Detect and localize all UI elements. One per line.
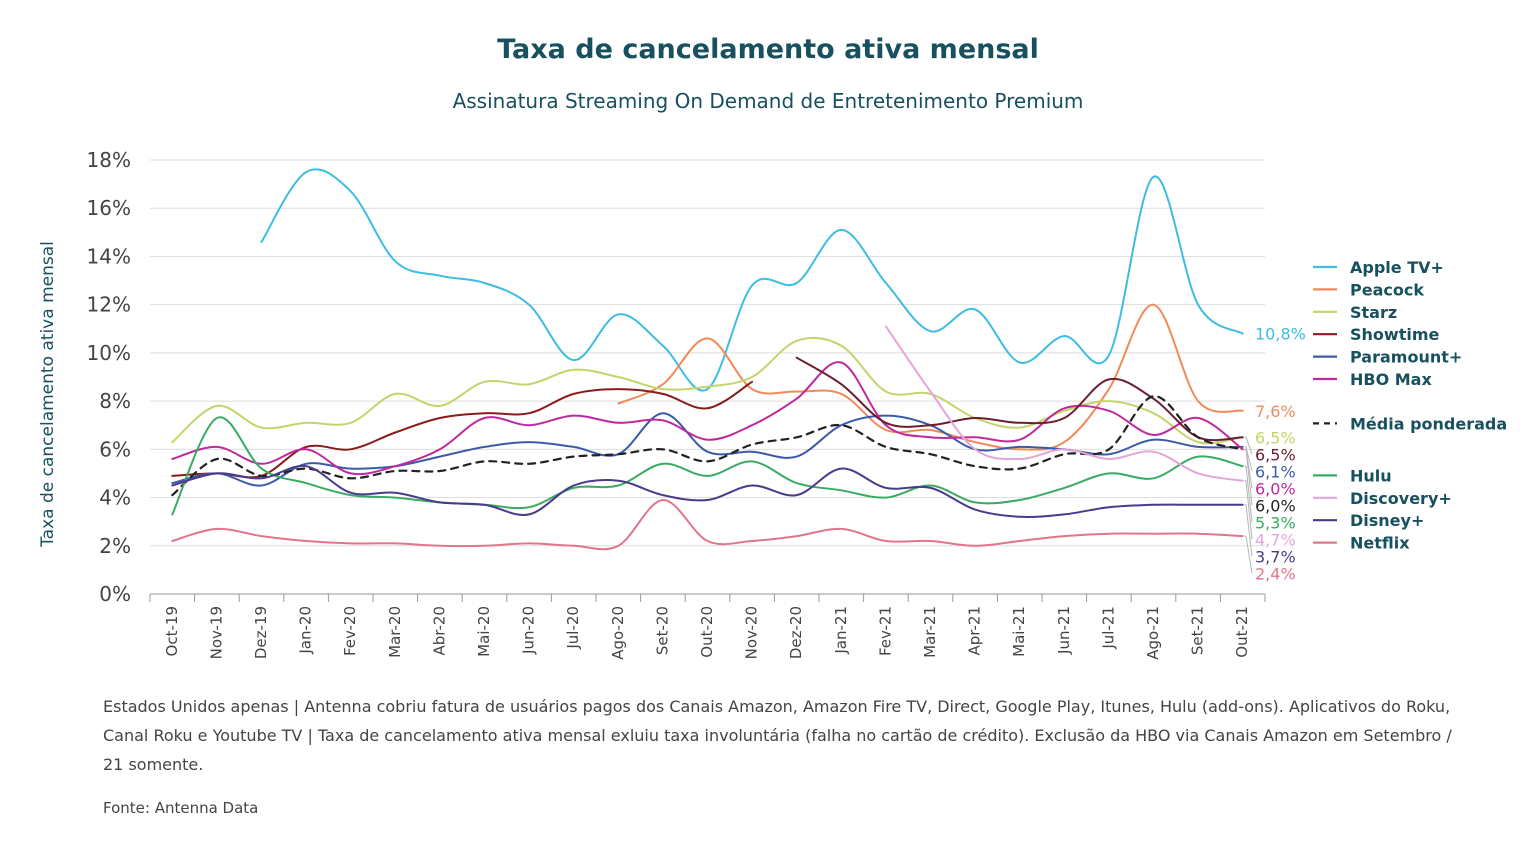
- end-value-label: 3,7%: [1255, 547, 1296, 566]
- end-value-label: 6,5%: [1255, 445, 1296, 464]
- legend-label: Média ponderada: [1350, 414, 1507, 433]
- legend-label: Netflix: [1350, 534, 1410, 553]
- series-line: [795, 356, 1244, 442]
- end-value-label: 6,1%: [1255, 462, 1296, 481]
- x-tick-label: Ago-21: [1144, 606, 1162, 660]
- series-line: [617, 303, 1244, 451]
- y-tick-label: 6%: [99, 437, 131, 461]
- legend-label: Showtime: [1350, 325, 1439, 344]
- end-value-label: 5,3%: [1255, 513, 1296, 532]
- series-line: [171, 395, 1244, 497]
- legend-label: Paramount+: [1350, 348, 1462, 367]
- y-tick-label: 2%: [99, 534, 131, 558]
- end-value-label: 7,6%: [1255, 402, 1296, 421]
- legend-label: Starz: [1350, 303, 1397, 322]
- label-connector: [1244, 535, 1253, 574]
- legend-label: Hulu: [1350, 466, 1392, 485]
- label-connector: [1244, 446, 1253, 472]
- y-tick-label: 16%: [87, 196, 131, 220]
- end-labels: 10,8%7,6%6,5%6,5%6,1%6,0%6,0%5,3%4,7%3,7…: [1244, 325, 1306, 583]
- chart-title: Taxa de cancelamento ativa mensal: [497, 34, 1039, 65]
- end-value-label: 2,4%: [1255, 564, 1296, 583]
- legend: Apple TV+ Peacock Starz Showtime Paramount+ H…: [1313, 258, 1507, 553]
- series-line: [171, 336, 1244, 445]
- end-value-label: 6,0%: [1255, 496, 1296, 515]
- source-note: Fonte: Antenna Data: [103, 799, 259, 817]
- x-tick-label: Abr-20: [430, 606, 448, 656]
- y-tick-label: 8%: [99, 389, 131, 413]
- label-connector: [1244, 480, 1253, 540]
- x-tick-label: Jun-20: [520, 606, 538, 655]
- x-tick-label: Fev-21: [876, 606, 894, 656]
- y-tick-label: 18%: [87, 148, 131, 172]
- x-tick-label: Fev-20: [341, 606, 359, 656]
- x-tick-label: Jul-21: [1099, 606, 1117, 650]
- label-connector: [1244, 504, 1253, 557]
- footnote: Estados Unidos apenas | Antenna cobriu f…: [103, 697, 1452, 774]
- label-connector: [1244, 465, 1253, 523]
- y-tick-labels: 0% 2% 4% 6% 8% 10% 12% 14% 16% 18%: [87, 148, 131, 606]
- x-tick-label: Dez-19: [252, 606, 270, 659]
- series-line: [171, 361, 1244, 476]
- legend-label: Peacock: [1350, 280, 1424, 299]
- y-tick-label: 4%: [99, 486, 131, 510]
- series-line: [171, 380, 754, 479]
- x-tick-label: Nov-19: [207, 606, 225, 659]
- x-tick-label: Out-21: [1233, 606, 1251, 658]
- x-tick-label: Jun-21: [1055, 606, 1073, 655]
- end-value-label: 6,0%: [1255, 479, 1296, 498]
- legend-label: HBO Max: [1350, 370, 1432, 389]
- x-tick-label: Apr-21: [966, 606, 984, 656]
- label-connector: [1244, 448, 1253, 506]
- x-tick-label: Dez-20: [787, 606, 805, 659]
- series-line: [171, 498, 1244, 551]
- y-tick-label: 14%: [87, 244, 131, 268]
- x-tick-label: Set-21: [1189, 606, 1207, 655]
- x-tick-label: Mai-21: [1010, 606, 1028, 657]
- series-line: [171, 464, 1244, 518]
- end-value-label: 6,5%: [1255, 428, 1296, 447]
- grid-lines: [149, 159, 1266, 602]
- x-tick-label: Jan-21: [832, 606, 850, 655]
- legend-label: Discovery+: [1350, 489, 1452, 508]
- x-tick-label: Oct-19: [163, 606, 181, 656]
- legend-label: Apple TV+: [1350, 258, 1444, 277]
- x-tick-label: Out-20: [698, 606, 716, 658]
- x-tick-label: Mar-21: [921, 606, 939, 658]
- y-tick-label: 10%: [87, 341, 131, 365]
- x-tick-label: Jan-20: [297, 606, 315, 655]
- y-tick-label: 0%: [99, 582, 131, 606]
- end-value-label: 10,8%: [1255, 325, 1306, 344]
- x-tick-label: Nov-20: [743, 606, 761, 659]
- x-tick-labels: Oct-19 Nov-19 Dez-19 Jan-20 Fev-20 Mar-20 Abr-…: [163, 606, 1251, 660]
- series-line: [884, 325, 1244, 482]
- legend-label: Disney+: [1350, 511, 1424, 530]
- y-tick-label: 12%: [87, 293, 131, 317]
- x-tick-label: Set-20: [653, 606, 671, 655]
- x-tick-label: Jul-20: [564, 606, 582, 650]
- series-line: [260, 168, 1244, 392]
- x-tick-label: Ago-20: [609, 606, 627, 660]
- x-tick-label: Mai-20: [475, 606, 493, 657]
- chart-subtitle: Assinatura Streaming On Demand de Entret…: [452, 89, 1084, 113]
- series-lines: [171, 168, 1244, 551]
- x-tick-label: Mar-20: [386, 606, 404, 658]
- end-value-label: 4,7%: [1255, 530, 1296, 549]
- label-connector: [1244, 436, 1253, 455]
- series-line: [171, 416, 1244, 516]
